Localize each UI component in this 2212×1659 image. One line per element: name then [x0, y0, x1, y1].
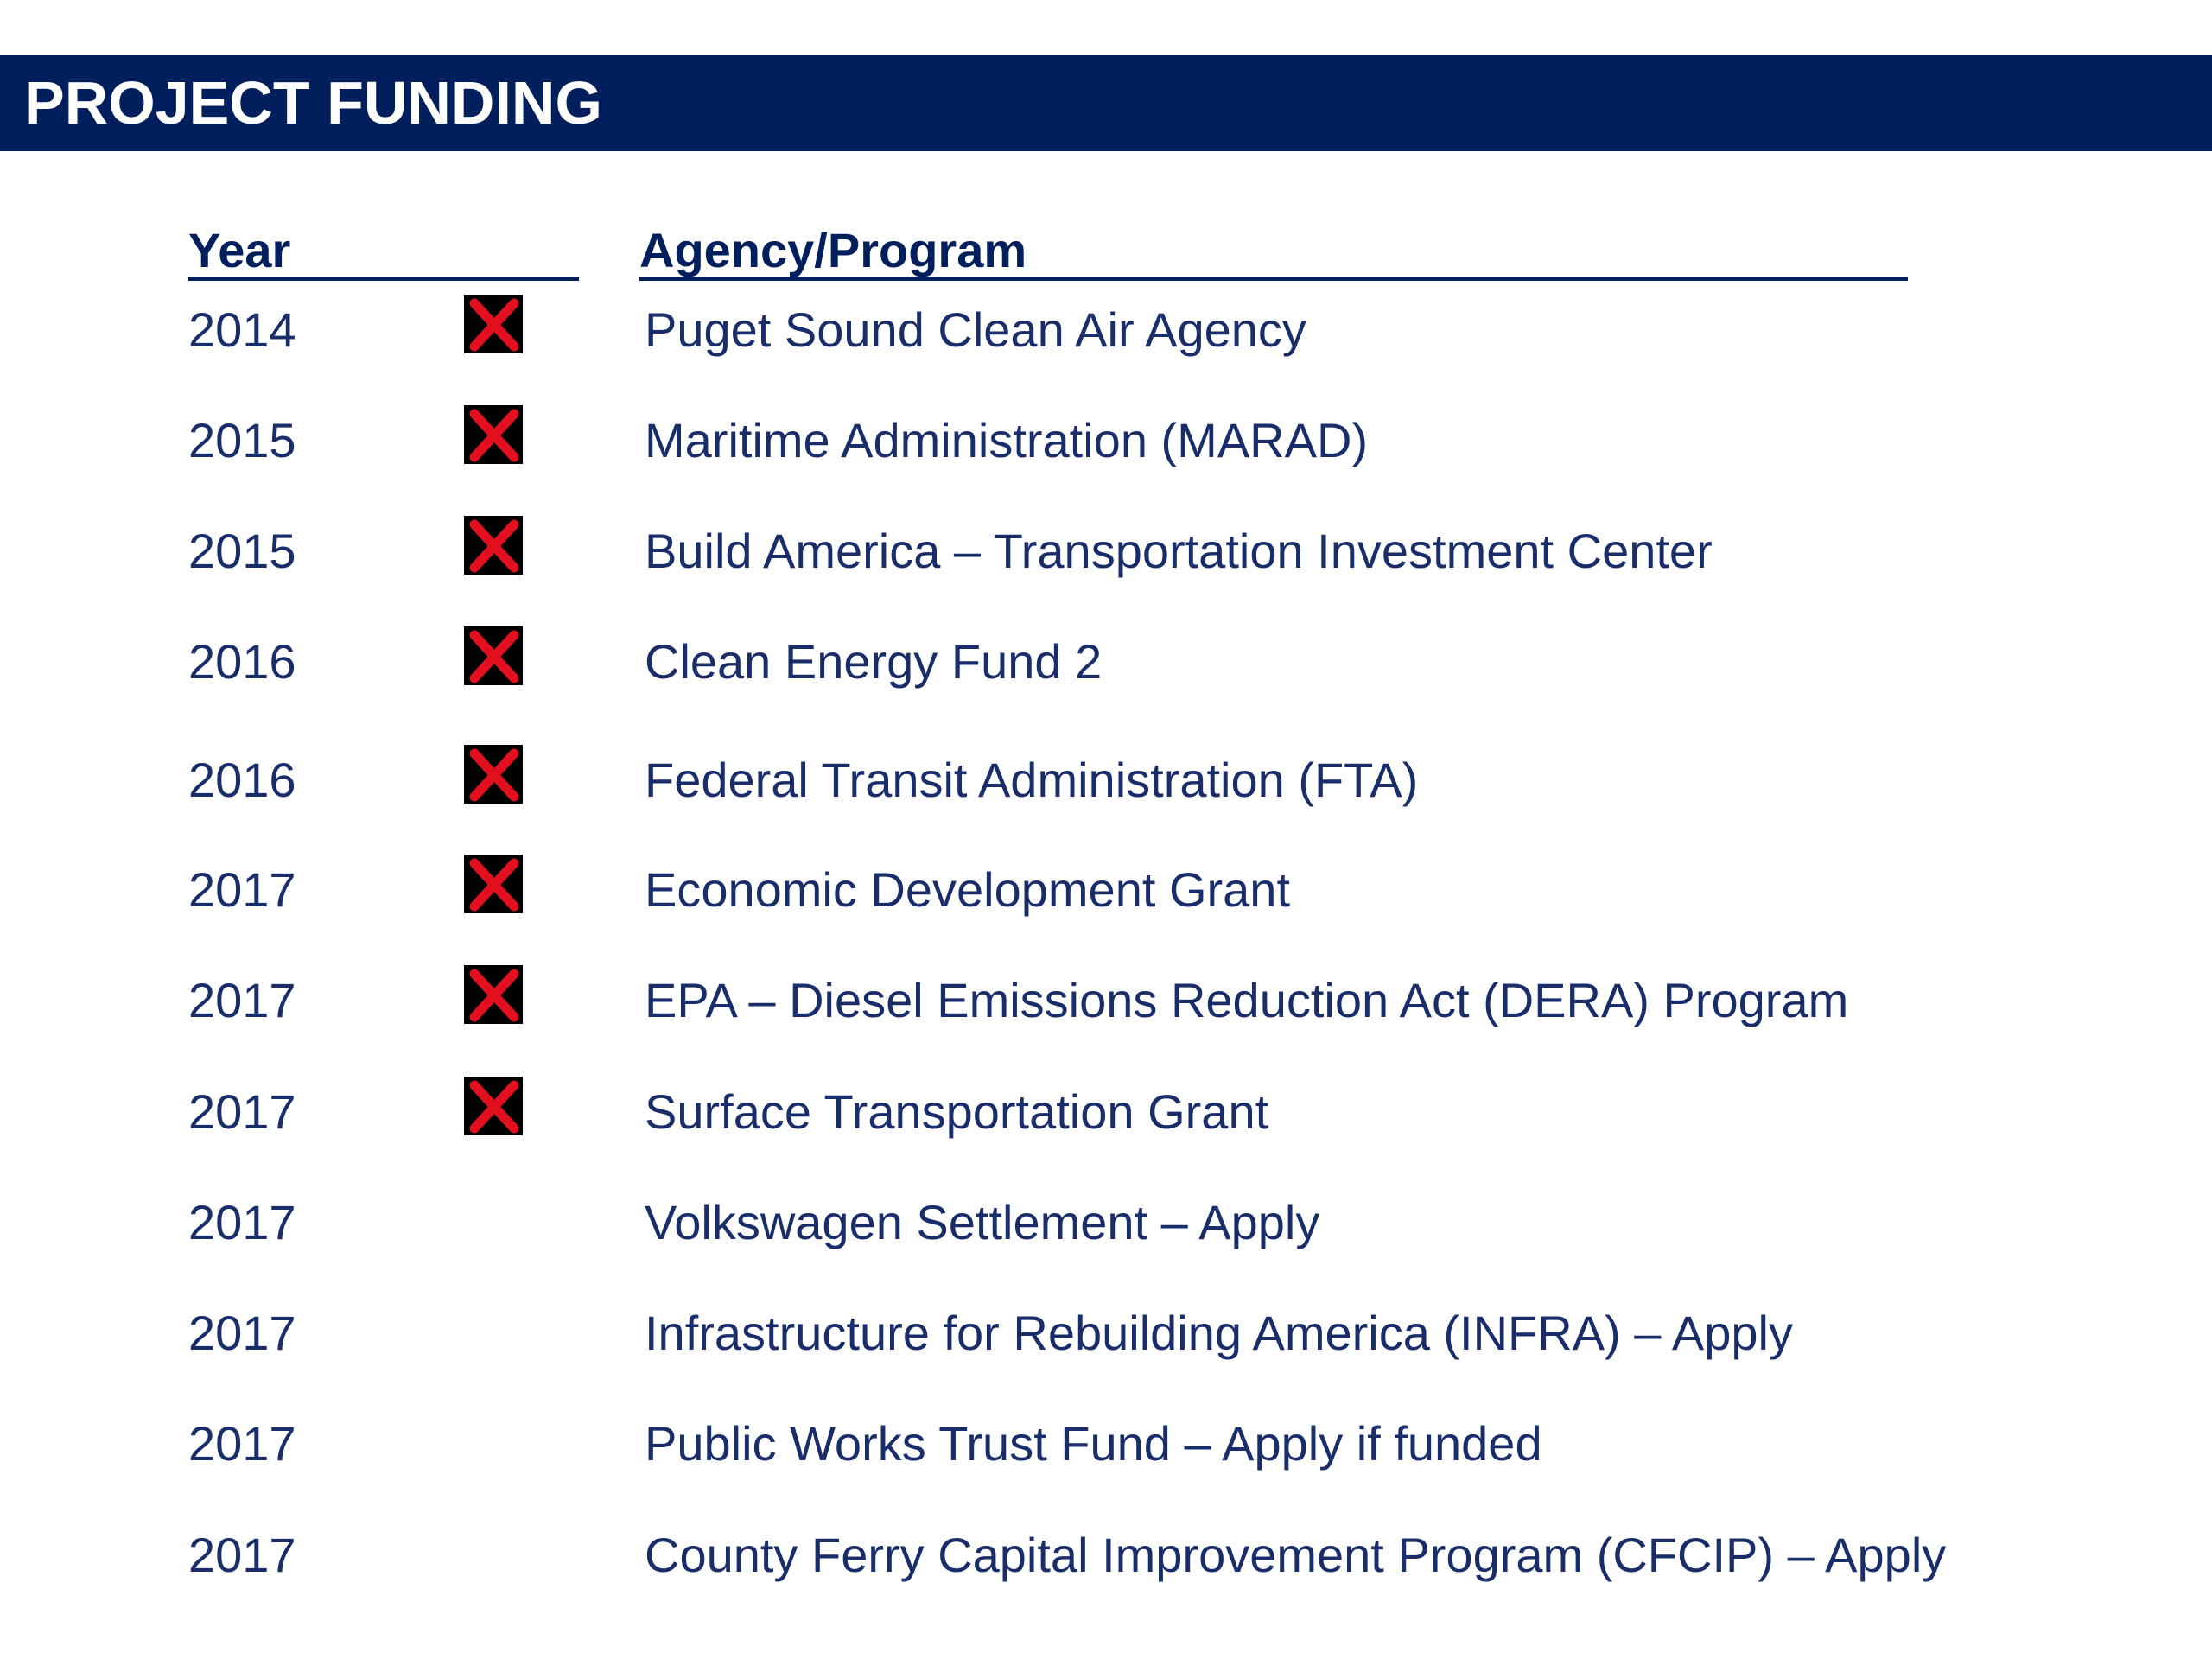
- row-year: 2017: [188, 973, 296, 1027]
- table-row: 2017 Economic Development Grant: [0, 851, 2212, 929]
- row-agency: Federal Transit Administration (FTA): [645, 753, 1419, 807]
- header-underline-agency: [639, 276, 1908, 281]
- table-row: 2017 Surface Transportation Grant: [0, 1073, 2212, 1151]
- row-year: 2017: [188, 1084, 296, 1139]
- table-row: 2016 Federal Transit Administration (FTA…: [0, 741, 2212, 819]
- table-row: 2015 Build America – Transportation Inve…: [0, 512, 2212, 590]
- row-year: 2017: [188, 862, 296, 917]
- x-mark-icon: [464, 855, 523, 913]
- x-mark-icon: [464, 965, 523, 1024]
- row-year: 2017: [188, 1195, 296, 1249]
- row-agency: Clean Energy Fund 2: [645, 634, 1103, 689]
- row-agency: Build America – Transportation Investmen…: [645, 524, 1713, 578]
- row-agency: Public Works Trust Fund – Apply if funde…: [645, 1416, 1542, 1471]
- row-agency: Volkswagen Settlement – Apply: [645, 1195, 1320, 1249]
- row-year: 2017: [188, 1306, 296, 1360]
- row-year: 2016: [188, 753, 296, 807]
- row-year: 2017: [188, 1528, 296, 1582]
- row-agency: EPA – Diesel Emissions Reduction Act (DE…: [645, 973, 1849, 1027]
- row-year: 2015: [188, 413, 296, 467]
- row-agency: Puget Sound Clean Air Agency: [645, 302, 1306, 357]
- row-year: 2015: [188, 524, 296, 578]
- row-agency: Infrastructure for Rebuilding America (I…: [645, 1306, 1793, 1360]
- x-mark-icon: [464, 626, 523, 685]
- column-header-year: Year: [188, 223, 291, 277]
- table-row: 2016 Clean Energy Fund 2: [0, 623, 2212, 701]
- column-header-agency: Agency/Program: [639, 223, 1027, 277]
- page-title: PROJECT FUNDING: [24, 69, 602, 137]
- title-bar: PROJECT FUNDING: [0, 55, 2212, 151]
- table-header: Year Agency/Program: [0, 220, 2212, 281]
- x-mark-icon: [464, 516, 523, 575]
- table-row: 2017 EPA – Diesel Emissions Reduction Ac…: [0, 962, 2212, 1039]
- row-agency: Surface Transportation Grant: [645, 1084, 1269, 1139]
- table-row: 2014 Puget Sound Clean Air Agency: [0, 291, 2212, 369]
- table-row: 2017 Volkswagen Settlement – Apply: [0, 1184, 2212, 1262]
- table-row: 2017 Infrastructure for Rebuilding Ameri…: [0, 1294, 2212, 1372]
- x-mark-icon: [464, 405, 523, 464]
- x-mark-icon: [464, 1077, 523, 1135]
- x-mark-icon: [464, 745, 523, 804]
- row-year: 2017: [188, 1416, 296, 1471]
- row-year: 2014: [188, 302, 296, 357]
- row-agency: County Ferry Capital Improvement Program…: [645, 1528, 1947, 1582]
- row-agency: Economic Development Grant: [645, 862, 1291, 917]
- table-row: 2015 Maritime Administration (MARAD): [0, 402, 2212, 480]
- row-year: 2016: [188, 634, 296, 689]
- x-mark-icon: [464, 295, 523, 353]
- table-row: 2017 Public Works Trust Fund – Apply if …: [0, 1405, 2212, 1483]
- row-agency: Maritime Administration (MARAD): [645, 413, 1369, 467]
- header-underline-year: [188, 276, 579, 281]
- table-row: 2017 County Ferry Capital Improvement Pr…: [0, 1516, 2212, 1594]
